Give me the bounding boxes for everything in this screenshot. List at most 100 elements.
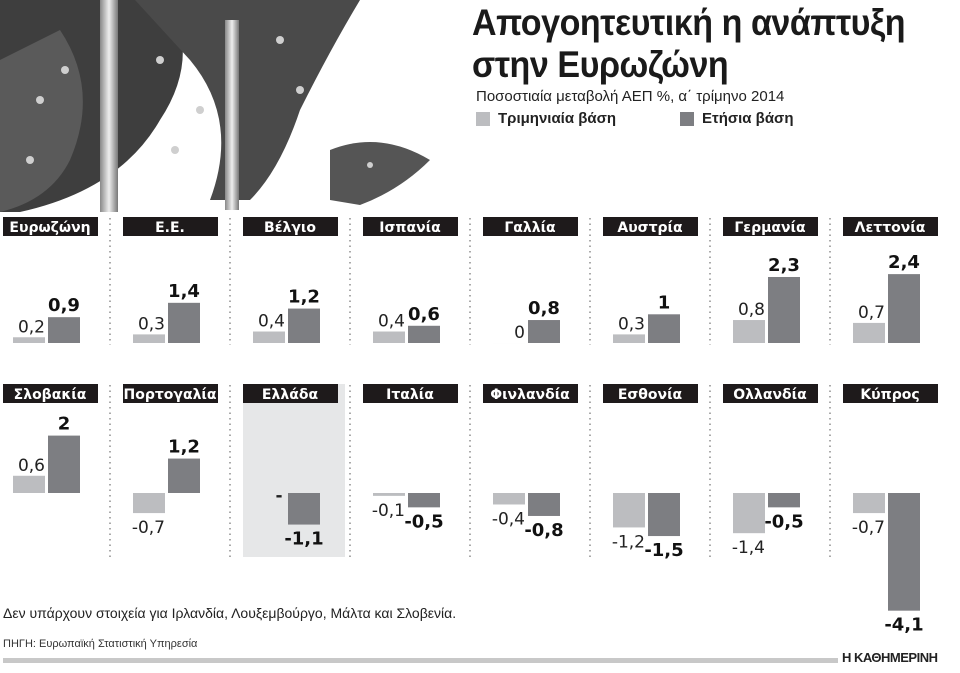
- title-line-1: Απογοητευτική η ανάπτυξη: [472, 2, 906, 43]
- value-label-quarterly: -0,7: [852, 518, 885, 538]
- value-label-quarterly: -: [275, 486, 282, 506]
- value-label-annual: 2,4: [888, 252, 920, 273]
- bar-annual: [888, 493, 920, 611]
- country-label-bg: [123, 384, 218, 403]
- country-label-bg: [363, 217, 458, 236]
- bar-annual: [168, 458, 200, 493]
- legend-swatch-quarterly: [476, 111, 490, 126]
- value-label-quarterly: 0,2: [18, 317, 45, 337]
- country-label-bg: [243, 217, 338, 236]
- bar-annual: [408, 325, 440, 343]
- value-label-quarterly: 0,7: [858, 303, 885, 323]
- country-label-bg: [483, 384, 578, 403]
- value-label-quarterly: -0,4: [492, 509, 525, 529]
- country-label-bg: [363, 384, 458, 403]
- country-label: Ολλανδία: [733, 387, 807, 403]
- footer-rule: [3, 658, 838, 663]
- bar-annual: [768, 493, 800, 508]
- value-label-quarterly: 0,3: [138, 314, 165, 334]
- brand-logo: Η ΚΑΘΗΜΕΡΙΝΗ: [842, 650, 938, 665]
- bar-annual: [48, 317, 80, 343]
- country-label-bg: [3, 384, 98, 403]
- value-label-annual: 1,2: [288, 287, 320, 308]
- country-label: Αυστρία: [617, 220, 683, 236]
- country-label-bg: [843, 217, 938, 236]
- country-label: Γαλλία: [504, 220, 556, 236]
- country-label: Εσθονία: [618, 387, 683, 403]
- bar-quarterly: [853, 493, 885, 514]
- country-label-bg: [243, 384, 338, 403]
- country-label: Ευρωζώνη: [9, 220, 90, 236]
- value-label-quarterly: -0,7: [132, 518, 165, 538]
- value-label-quarterly: 0,4: [378, 312, 405, 332]
- legend-label-quarterly: Τριμηνιαία βάση: [498, 110, 617, 127]
- bar-annual: [48, 435, 80, 493]
- value-label-quarterly: 0,3: [618, 314, 645, 334]
- bar-annual: [408, 493, 440, 508]
- bar-quarterly: [733, 493, 765, 534]
- value-label-annual: 1,2: [168, 437, 200, 458]
- bar-quarterly: [133, 334, 165, 343]
- eu-flags-photo: [0, 0, 430, 212]
- country-label-bg: [603, 217, 698, 236]
- value-label-annual: -4,1: [884, 615, 923, 636]
- bar-annual: [648, 314, 680, 343]
- value-label-quarterly: 0: [514, 323, 525, 343]
- value-label-annual: 2: [58, 414, 71, 435]
- legend-annual: Ετήσια βάση: [680, 110, 793, 127]
- value-label-annual: 1: [658, 292, 671, 313]
- highlight-panel-bg: [243, 384, 345, 557]
- country-label: Πορτογαλία: [124, 387, 217, 403]
- country-label-bg: [723, 384, 818, 403]
- value-label-quarterly: 0,6: [18, 456, 45, 476]
- bar-annual: [528, 320, 560, 343]
- country-label-bg: [723, 217, 818, 236]
- country-label: Λεττονία: [855, 220, 926, 236]
- value-label-annual: 0,6: [408, 304, 440, 325]
- legend-label-annual: Ετήσια βάση: [702, 110, 794, 127]
- bar-quarterly: [613, 493, 645, 528]
- bar-annual: [288, 493, 320, 525]
- bar-quarterly: [133, 493, 165, 514]
- country-label: Γερμανία: [734, 220, 806, 236]
- chart-title: Απογοητευτική η ανάπτυξη στην Ευρωζώνη: [472, 2, 906, 86]
- bar-annual: [288, 308, 320, 343]
- footnote: Δεν υπάρχουν στοιχεία για Ιρλανδία, Λουξ…: [3, 605, 457, 621]
- country-label: Ισπανία: [379, 220, 441, 236]
- bar-quarterly: [13, 475, 45, 493]
- value-label-annual: -1,5: [644, 540, 683, 561]
- value-label-annual: -0,5: [404, 511, 443, 532]
- chart-subtitle: Ποσοστιαία μεταβολή ΑΕΠ %, α΄ τρίμηνο 20…: [476, 88, 785, 105]
- country-label-bg: [483, 217, 578, 236]
- country-label: Κύπρος: [860, 387, 919, 403]
- country-label: Σλοβακία: [14, 387, 87, 403]
- value-label-quarterly: 0,8: [738, 300, 765, 320]
- legend-quarterly: Τριμηνιαία βάση: [476, 110, 616, 127]
- value-label-annual: 0,9: [48, 295, 80, 316]
- country-label-bg: [603, 384, 698, 403]
- value-label-annual: -1,1: [284, 529, 323, 550]
- bar-annual: [168, 302, 200, 343]
- country-label-bg: [843, 384, 938, 403]
- value-label-quarterly: 0,4: [258, 312, 285, 332]
- bar-quarterly: [373, 493, 405, 496]
- bar-quarterly: [493, 493, 525, 505]
- bar-quarterly: [373, 331, 405, 343]
- country-label: Ε.Ε.: [155, 220, 185, 236]
- legend-swatch-annual: [680, 111, 694, 126]
- country-label-bg: [3, 217, 98, 236]
- value-label-annual: 2,3: [768, 255, 800, 276]
- value-label-quarterly: -1,2: [612, 532, 645, 552]
- value-label-annual: 1,4: [168, 281, 200, 302]
- bar-annual: [648, 493, 680, 537]
- value-label-quarterly: -0,1: [372, 501, 405, 521]
- bar-quarterly: [253, 331, 285, 343]
- bar-annual: [528, 493, 560, 516]
- bar-annual: [768, 276, 800, 343]
- country-label: Βέλγιο: [264, 220, 316, 236]
- bar-annual: [888, 274, 920, 343]
- title-line-2: στην Ευρωζώνη: [472, 44, 729, 85]
- bar-quarterly: [613, 334, 645, 343]
- country-label: Ιταλία: [386, 387, 434, 403]
